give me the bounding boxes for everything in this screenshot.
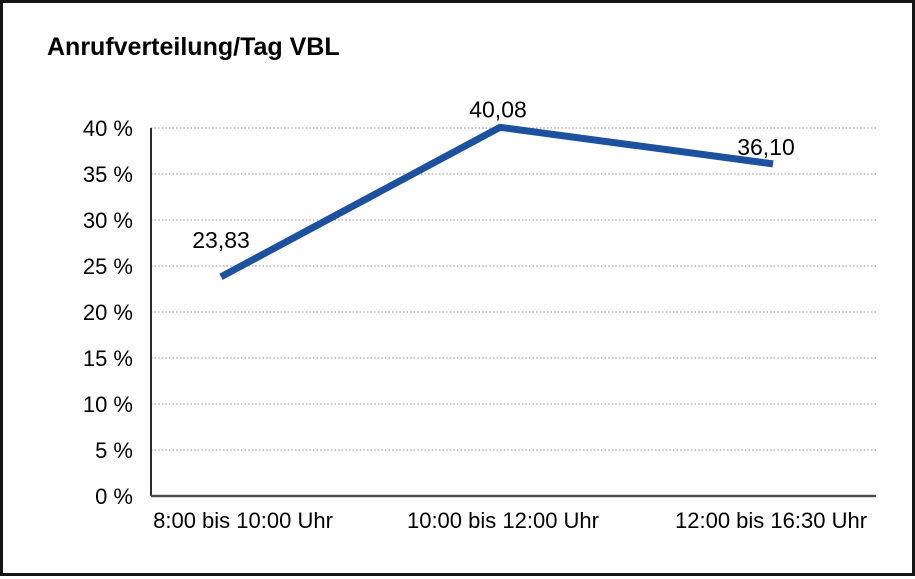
y-tick-label: 15 % [83, 346, 133, 371]
data-point-label: 36,10 [737, 134, 795, 160]
x-category-label: 8:00 bis 10:00 Uhr [153, 508, 333, 533]
chart-title: Anrufverteilung/Tag VBL [47, 33, 340, 61]
x-category-label: 10:00 bis 12:00 Uhr [407, 508, 599, 533]
data-labels: 23,83 40,08 36,10 [192, 96, 795, 253]
x-category-label: 12:00 bis 16:30 Uhr [675, 508, 867, 533]
gridlines [151, 127, 876, 451]
y-tick-label: 5 % [95, 438, 133, 463]
y-tick-label: 40 % [83, 116, 133, 141]
y-tick-label: 35 % [83, 162, 133, 187]
axes [150, 128, 876, 498]
y-axis-labels: 0 % 5 % 10 % 15 % 20 % 25 % 30 % 35 % 40 % [83, 116, 133, 509]
y-tick-label: 25 % [83, 254, 133, 279]
data-point-label: 40,08 [469, 96, 527, 122]
y-tick-label: 20 % [83, 300, 133, 325]
y-tick-label: 10 % [83, 392, 133, 417]
data-series [219, 123, 774, 280]
line-chart: 0 % 5 % 10 % 15 % 20 % 25 % 30 % 35 % 40 % 8:00 b… [83, 96, 876, 533]
y-tick-label: 0 % [95, 484, 133, 509]
data-point-label: 23,83 [192, 227, 250, 253]
y-tick-label: 30 % [83, 208, 133, 233]
data-series-line [219, 123, 774, 280]
x-axis-labels: 8:00 bis 10:00 Uhr 10:00 bis 12:00 Uhr 12:… [153, 508, 867, 533]
